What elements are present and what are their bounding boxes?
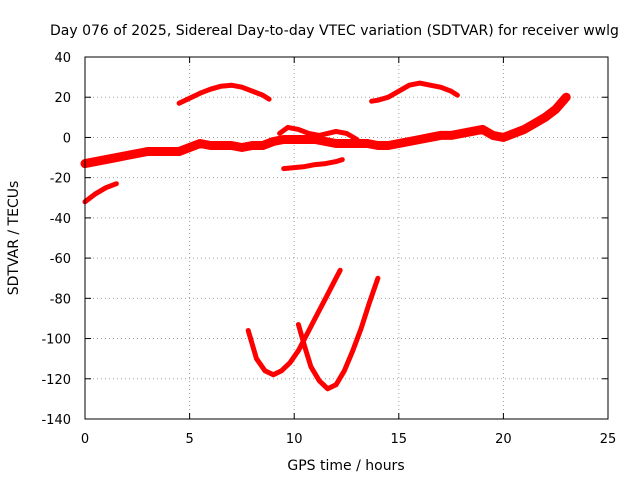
y-tick-label: -40 [50,212,71,227]
y-tick-label: 40 [54,51,71,66]
x-tick-label: 10 [286,432,303,447]
data-series [80,80,571,392]
series-main-band [80,92,571,169]
y-tick-label: -120 [41,373,71,388]
y-tick-label: -60 [50,252,71,267]
y-tick-label: -20 [50,172,71,187]
x-tick-label: 15 [391,432,408,447]
chart-title: Day 076 of 2025, Sidereal Day-to-day VTE… [50,23,619,39]
series-dip-2 [295,275,381,392]
x-tick-label: 25 [600,432,617,447]
series-mid-segment [281,157,345,172]
plot-frame [84,56,609,420]
y-tick-label: -140 [41,413,71,428]
x-tick-label: 0 [81,432,89,447]
x-axis-label: GPS time / hours [287,458,404,474]
y-tick-label: 20 [54,91,71,106]
y-tick-label: 0 [63,131,71,146]
x-tick-label: 5 [185,432,193,447]
grid [85,57,608,419]
series-top-arc-2 [369,80,460,104]
y-tick-label: -80 [50,292,71,307]
y-tick-label: -100 [41,333,71,348]
x-tick-label: 20 [495,432,512,447]
series-lower-left-arc [82,181,119,205]
series-dip-1 [245,267,343,378]
series-hump [277,124,360,142]
y-axis-label: SDTVAR / TECUs [6,181,22,296]
series-top-arc-1 [176,82,272,106]
